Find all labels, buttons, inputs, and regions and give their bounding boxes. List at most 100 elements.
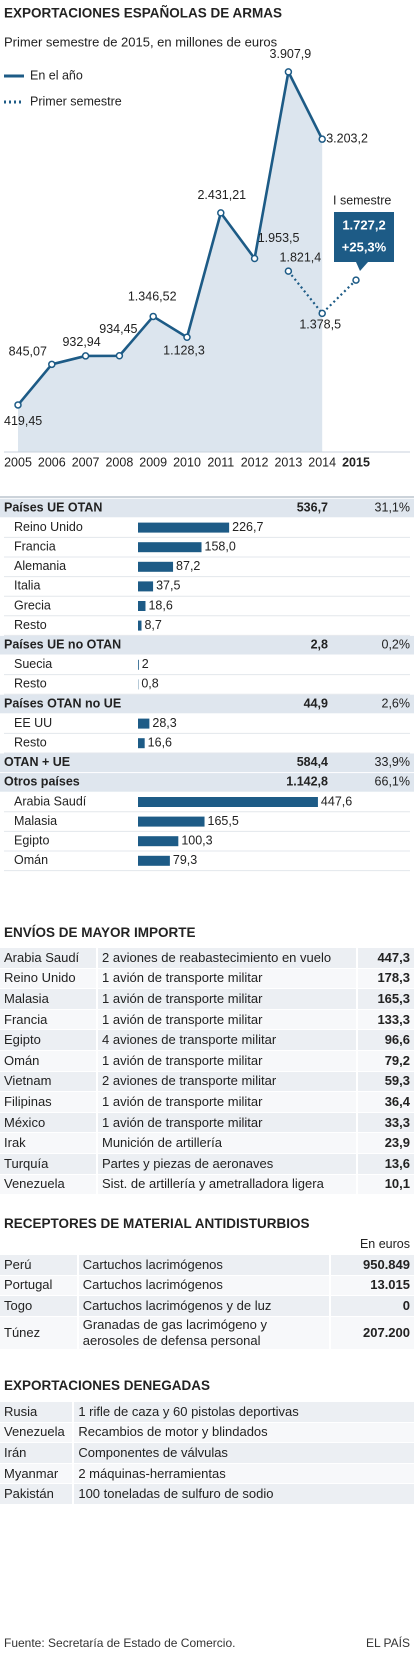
value-label: 2 <box>142 657 149 671</box>
table-row: Venezuela Recambios de motor y blindados <box>0 1422 414 1443</box>
country: Omán <box>0 1050 96 1071</box>
value-label: 18,6 <box>148 598 172 612</box>
bar <box>138 659 139 670</box>
point <box>284 68 293 76</box>
point <box>284 267 293 275</box>
value-label: 100,3 <box>181 833 212 847</box>
value-label: 1.821,4 <box>280 250 322 264</box>
value-label: 28,3 <box>152 716 176 730</box>
point <box>217 209 225 217</box>
point <box>149 312 157 321</box>
item-label: Italia <box>14 579 40 593</box>
item-label: Grecia <box>14 598 51 612</box>
x-tick-label: 2014 <box>308 455 336 469</box>
point <box>48 360 56 369</box>
group-label: Otros países <box>4 775 80 789</box>
table-row: Rusia 1 rifle de caza y 60 pistolas depor… <box>0 1402 414 1422</box>
unit-note: En euros <box>359 1237 410 1251</box>
country: Perú <box>0 1255 77 1275</box>
bar <box>138 542 202 553</box>
callout-pointer <box>356 262 368 271</box>
value-label: 1.378,5 <box>299 318 341 332</box>
amount: 0 <box>329 1296 414 1316</box>
group-total: 44,9 <box>304 696 328 710</box>
bar <box>138 836 179 847</box>
group-total: 584,4 <box>297 755 328 769</box>
country: Turquía <box>0 1153 96 1174</box>
country: Irán <box>0 1443 73 1463</box>
item-label: Suecia <box>14 657 52 671</box>
x-tick-label: 2013 <box>274 455 302 469</box>
description: 1 avión de transporte militar <box>96 989 356 1009</box>
group-total: 2,8 <box>311 637 328 651</box>
group-share: 33,9% <box>375 755 410 769</box>
amount: 59,3 <box>356 1071 414 1092</box>
area <box>18 71 323 452</box>
point <box>183 333 191 342</box>
point <box>318 309 326 318</box>
chart-title: EXPORTACIONES ESPAÑOLAS DE ARMAS <box>4 6 282 21</box>
country: Togo <box>0 1296 77 1316</box>
table-row: Egipto 4 aviones de transporte militar 96,… <box>0 1030 414 1050</box>
table-row: Venezuela Sist. de artillería y ametralla… <box>0 1174 414 1195</box>
description: 2 aviones de reabastecimiento en vuelo <box>96 948 356 968</box>
table-row: Pakistán 100 toneladas de sulfuro de sodi… <box>0 1484 414 1504</box>
x-tick-label: 2011 <box>207 455 234 469</box>
amount: 207.200 <box>329 1316 414 1349</box>
group-total: 1.142,8 <box>286 775 328 789</box>
amount: 447,3 <box>356 948 414 968</box>
group-row <box>0 753 414 773</box>
value-label: 79,3 <box>173 853 197 867</box>
amount: 133,3 <box>356 1009 414 1030</box>
table-row: México 1 avión de transporte militar 33,3 <box>0 1112 414 1133</box>
amount: 33,3 <box>356 1112 414 1133</box>
x-tick-label: 2005 <box>4 455 32 469</box>
value-label: 845,07 <box>9 345 47 359</box>
item-label: Reino Unido <box>14 520 83 534</box>
annotation: +25,3% <box>342 239 387 254</box>
bar <box>138 797 318 807</box>
table-row: Togo Cartuchos lacrimógenos y de luz 0 <box>0 1296 414 1316</box>
item-label: EE UU <box>14 716 52 730</box>
annotation: I semestre <box>333 193 391 207</box>
group-label: Países OTAN no UE <box>4 696 121 710</box>
value-label: 934,45 <box>99 322 137 336</box>
amount: 96,6 <box>356 1030 414 1050</box>
table-row: Myanmar 2 máquinas-herramientas <box>0 1463 414 1484</box>
country: Egipto <box>0 1030 96 1050</box>
table-row: Francia 1 avión de transporte militar 133,… <box>0 1009 414 1030</box>
point <box>81 352 90 360</box>
x-tick-label: 2006 <box>38 455 66 469</box>
value-label: 87,2 <box>176 559 200 573</box>
point <box>250 254 259 263</box>
table-row: Irak Munición de artillería 23,9 <box>0 1133 414 1153</box>
description: Munición de artillería <box>96 1133 356 1153</box>
item-label: Francia <box>14 539 56 553</box>
description: Cartuchos lacrimógenos <box>76 1275 330 1296</box>
amount: 13.015 <box>329 1275 414 1296</box>
value-label: 1.128,3 <box>163 344 205 358</box>
amount: 10,1 <box>356 1174 414 1195</box>
x-tick-label: 2015 <box>342 455 370 469</box>
bar <box>138 581 154 592</box>
country: Arabia Saudí <box>0 948 96 968</box>
x-tick-label: 2007 <box>72 455 100 469</box>
description: 1 avión de transporte militar <box>96 968 356 989</box>
country: Pakistán <box>0 1484 73 1504</box>
country: Reino Unido <box>0 968 96 989</box>
description: 1 rifle de caza y 60 pistolas deportivas <box>72 1402 414 1422</box>
country: Vietnam <box>0 1071 96 1092</box>
bar <box>138 718 150 729</box>
legend-label: En el año <box>30 68 83 82</box>
table-row: Arabia Saudí 2 aviones de reabastecimient… <box>0 948 414 968</box>
description: Sist. de artillería y ametralladora lige… <box>96 1174 356 1195</box>
item-label: Arabia Saudí <box>14 794 87 808</box>
item-label: Resto <box>14 677 47 691</box>
shipments-table: Arabia Saudí 2 aviones de reabastecimient… <box>0 947 414 1195</box>
value-label: 3.203,2 <box>326 131 368 145</box>
legend-label: Primer semestre <box>30 94 122 108</box>
value-label: 16,6 <box>148 735 172 749</box>
value-label: 37,5 <box>156 579 180 593</box>
description: 100 toneladas de sulfuro de sodio <box>72 1484 414 1504</box>
